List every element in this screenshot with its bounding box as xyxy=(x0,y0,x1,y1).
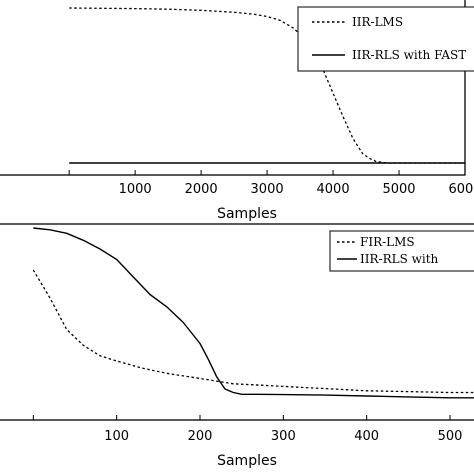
series-group xyxy=(69,7,465,164)
x-tick-label: 4000 xyxy=(317,182,350,197)
x-tick-label: 6000 xyxy=(448,182,474,197)
x-tick-label: 300 xyxy=(271,429,296,444)
x-tick-label: 200 xyxy=(188,429,213,444)
x-tick-label: 500 xyxy=(438,429,463,444)
legend-label: IIR-LMS xyxy=(352,15,403,29)
series-group xyxy=(32,227,474,399)
x-tick-label: 1000 xyxy=(119,182,152,197)
x-tick-label: 400 xyxy=(354,429,379,444)
series-line xyxy=(69,7,465,164)
legend-label: IIR-RLS with FAST xyxy=(352,48,466,62)
top-chart: 100020003000400050006000SamplesIIR-LMSII… xyxy=(0,0,474,222)
x-tick-label: 2000 xyxy=(185,182,218,197)
legend: IIR-LMS IIR-RLS with FAST xyxy=(297,6,474,72)
legend-box xyxy=(329,230,474,272)
series-line xyxy=(33,227,474,399)
x-axis-label: Samples xyxy=(217,453,277,469)
x-tick-label: 100 xyxy=(104,429,129,444)
x-tick-label: 5000 xyxy=(382,182,415,197)
plot-frame xyxy=(0,0,466,176)
legend-label: IIR-RLS with xyxy=(360,252,439,266)
legend-label: FIR-LMS xyxy=(360,235,415,249)
legend: FIR-LMS IIR-RLS with xyxy=(329,230,474,272)
x-axis-label: Samples xyxy=(217,206,277,222)
x-tick-label: 3000 xyxy=(251,182,284,197)
bottom-chart: 100 200 300 400 500 Samples FIR-LMS IIR-RLS wit… xyxy=(0,223,474,469)
legend-box xyxy=(297,6,474,72)
plot-frame xyxy=(0,223,474,421)
series-line xyxy=(32,269,474,394)
